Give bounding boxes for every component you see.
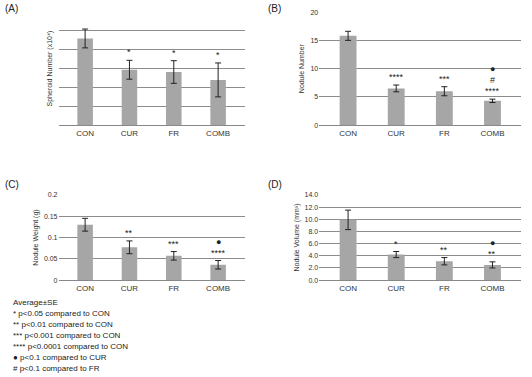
svg-text:(D): (D) <box>268 179 282 190</box>
svg-text:CON: CON <box>76 129 94 138</box>
svg-text:15: 15 <box>310 37 318 44</box>
svg-text:Nodule Number: Nodule Number <box>298 43 305 93</box>
svg-text:●: ● <box>490 64 495 74</box>
svg-text:***: *** <box>168 239 179 249</box>
svg-text:8.0: 8.0 <box>308 228 318 235</box>
svg-text:0: 0 <box>54 277 58 284</box>
svg-text:2.0: 2.0 <box>308 264 318 271</box>
svg-text:COMB: COMB <box>480 129 504 138</box>
svg-text:**: ** <box>488 249 496 259</box>
svg-text:*: * <box>216 50 220 60</box>
svg-text:10.0: 10.0 <box>305 216 319 223</box>
svg-text:CUR: CUR <box>121 129 139 138</box>
svg-text:Nodule Weight (g): Nodule Weight (g) <box>32 209 40 265</box>
svg-text:0.15: 0.15 <box>44 213 58 220</box>
svg-text:*: * <box>127 47 131 57</box>
svg-text:10: 10 <box>310 65 318 72</box>
svg-text:*** p<0.001 compared to CON: *** p<0.001 compared to CON <box>13 331 121 340</box>
svg-text:CUR: CUR <box>388 284 406 293</box>
svg-text:*: * <box>394 239 398 249</box>
svg-text:*: * <box>172 48 176 58</box>
svg-text:Average±SE: Average±SE <box>13 298 58 307</box>
svg-text:0.05: 0.05 <box>44 255 58 262</box>
svg-text:(B): (B) <box>268 3 281 14</box>
svg-text:#: # <box>490 75 495 85</box>
svg-text:***: *** <box>439 74 450 84</box>
svg-text:0.0: 0.0 <box>308 277 318 284</box>
svg-text:**: ** <box>125 228 133 238</box>
svg-text:20: 20 <box>310 9 318 16</box>
svg-text:CON: CON <box>339 284 357 293</box>
svg-text:FR: FR <box>439 129 450 138</box>
svg-text:4.0: 4.0 <box>308 252 318 259</box>
svg-text:COMB: COMB <box>206 129 230 138</box>
svg-text:● p<0.1 compared to CUR: ● p<0.1 compared to CUR <box>13 353 107 362</box>
svg-text:0.2: 0.2 <box>48 191 58 198</box>
svg-text:CUR: CUR <box>388 129 406 138</box>
svg-text:****: **** <box>389 72 404 82</box>
svg-text:0: 0 <box>314 122 318 129</box>
svg-text:**** p<0.0001 compared to CON: **** p<0.0001 compared to CON <box>13 342 128 351</box>
svg-text:CON: CON <box>76 284 94 293</box>
svg-text:6.0: 6.0 <box>308 240 318 247</box>
svg-text:●: ● <box>216 237 221 247</box>
svg-text:(A): (A) <box>5 3 18 14</box>
svg-text:5: 5 <box>314 93 318 100</box>
svg-text:COMB: COMB <box>480 284 504 293</box>
svg-text:** p<0.01 compared to CON: ** p<0.01 compared to CON <box>13 320 113 329</box>
svg-text:12.0: 12.0 <box>305 204 319 211</box>
svg-text:****: **** <box>485 86 500 96</box>
svg-text:* p<0.05 compared to CON: * p<0.05 compared to CON <box>13 309 110 318</box>
svg-text:Spheroid Number (x10⁴): Spheroid Number (x10⁴) <box>46 31 54 107</box>
svg-text:FR: FR <box>439 284 450 293</box>
svg-text:# p<0.1 compared to FR: # p<0.1 compared to FR <box>13 364 100 373</box>
svg-text:●: ● <box>490 238 495 248</box>
svg-text:FR: FR <box>168 129 179 138</box>
svg-text:FR: FR <box>168 284 179 293</box>
svg-text:0.1: 0.1 <box>48 234 58 241</box>
svg-text:**: ** <box>440 245 448 255</box>
svg-text:(C): (C) <box>5 179 19 190</box>
svg-text:****: **** <box>211 248 226 258</box>
svg-text:CUR: CUR <box>121 284 139 293</box>
svg-text:Nodule Volume (mm³): Nodule Volume (mm³) <box>293 203 301 271</box>
svg-text:CON: CON <box>339 129 357 138</box>
svg-text:14.0: 14.0 <box>305 191 319 198</box>
svg-text:COMB: COMB <box>206 284 230 293</box>
